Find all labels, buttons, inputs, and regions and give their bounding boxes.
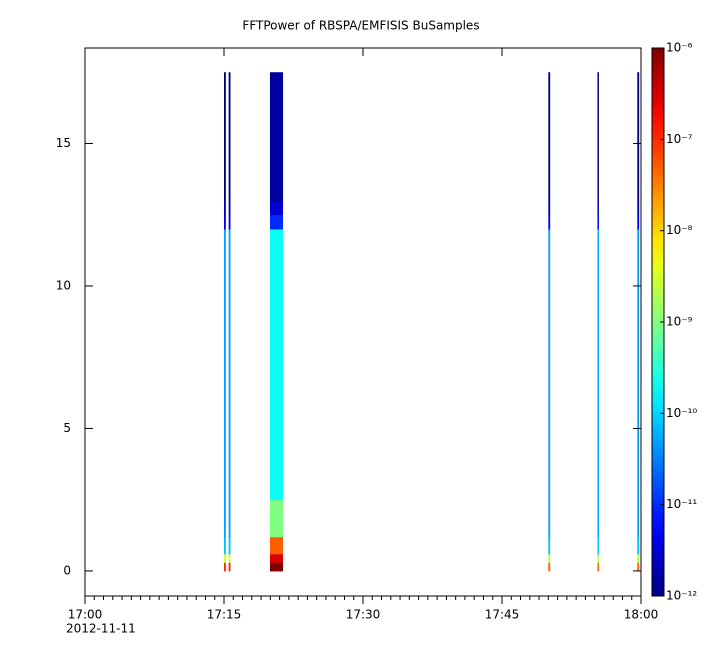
- spectrogram-cell: [597, 214, 599, 230]
- spectrogram-cell: [548, 562, 551, 572]
- spectrogram-cell: [548, 499, 551, 538]
- spectrogram-cell: [548, 536, 551, 555]
- x-tick-label: 18:00: [624, 608, 659, 622]
- spectrogram-cell: [637, 214, 640, 230]
- spectrogram-cell: [224, 499, 226, 538]
- spectrogram-cell: [228, 562, 231, 572]
- x-tick-label: 17:00: [68, 608, 103, 622]
- x-tick-label: 17:15: [207, 608, 242, 622]
- spectrogram-cell: [637, 499, 640, 538]
- x-tick-label: 17:30: [346, 608, 381, 622]
- spectrogram-cell: [637, 562, 640, 572]
- spectrogram-cell: [637, 228, 640, 501]
- spectrogram-cell: [269, 536, 284, 555]
- spectrogram-cell: [637, 553, 640, 563]
- spectrogram-cell: [597, 562, 599, 572]
- colorbar-tick-label: 10⁻¹¹: [666, 497, 697, 511]
- spectrogram-cell: [597, 499, 599, 538]
- spectrogram-cell: [228, 214, 231, 230]
- y-tick-label: 15: [56, 136, 71, 150]
- chart-title: FFTPower of RBSPA/EMFISIS BuSamples: [242, 19, 479, 33]
- spectrogram-cell: [597, 72, 599, 201]
- colorbar-tick-label: 10⁻⁶: [666, 41, 693, 55]
- spectrogram-cell: [269, 72, 284, 201]
- colorbar-tick-label: 10⁻⁹: [666, 315, 693, 329]
- colorbar-tick-label: 10⁻⁷: [666, 132, 693, 146]
- spectrogram-cell: [228, 72, 231, 201]
- colorbar-tick-label: 10⁻⁸: [666, 223, 693, 237]
- spectrogram-cell: [228, 228, 231, 501]
- spectrogram-cell: [637, 536, 640, 555]
- spectrogram-cell: [548, 553, 551, 563]
- spectrogram-cell: [269, 214, 284, 230]
- spectrogram-cell: [548, 228, 551, 501]
- spectrogram-cell: [548, 214, 551, 230]
- spectrogram-cell: [228, 536, 231, 555]
- plot-frame: [84, 47, 642, 597]
- spectrogram-cell: [597, 553, 599, 563]
- y-tick-label: 0: [63, 563, 71, 577]
- spectrogram-cell: [269, 228, 284, 501]
- spectrogram-cell: [224, 536, 226, 555]
- spectrogram-cell: [224, 553, 226, 563]
- date-label: 2012-11-11: [66, 622, 136, 636]
- spectrogram-cell: [228, 200, 231, 216]
- spectrogram-cell: [597, 536, 599, 555]
- x-tick-label: 17:45: [485, 608, 520, 622]
- spectrogram-cell: [269, 499, 284, 538]
- spectrogram-cell: [269, 553, 284, 563]
- spectrogram-cell: [224, 562, 226, 572]
- spectrogram-cell: [224, 228, 226, 501]
- spectrogram-cell: [597, 200, 599, 216]
- spectrogram-cell: [548, 200, 551, 216]
- spectrogram-cell: [637, 72, 640, 201]
- spectrogram-cell: [224, 200, 226, 216]
- spectrogram-cell: [597, 228, 599, 501]
- colorbar-tick-label: 10⁻¹²: [666, 589, 697, 603]
- y-tick-label: 10: [56, 278, 71, 292]
- spectrogram-cell: [224, 72, 226, 201]
- spectrogram-cell: [269, 200, 284, 216]
- spectrogram-cell: [548, 72, 551, 201]
- y-tick-label: 5: [63, 421, 71, 435]
- colorbar-tick-label: 10⁻¹⁰: [666, 406, 697, 420]
- spectrogram-cell: [269, 562, 284, 572]
- spectrogram-cell: [228, 553, 231, 563]
- spectrogram-cell: [637, 200, 640, 216]
- spectrogram-cell: [228, 499, 231, 538]
- spectrogram-cell: [224, 214, 226, 230]
